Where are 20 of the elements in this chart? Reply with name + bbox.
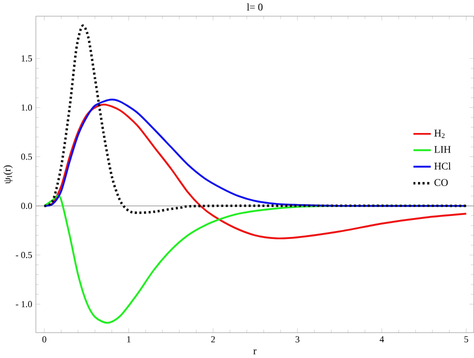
chart-title: l= 0 (246, 4, 263, 11)
y-tick-label: 1.5 (22, 56, 32, 62)
y-tick-label: 0.0 (21, 202, 32, 210)
x-tick-label: 2 (211, 336, 215, 343)
line-series (43, 24, 468, 214)
x-tick-label: 0 (42, 336, 46, 343)
legend-label: CO (434, 179, 448, 186)
x-tick-label: 1 (127, 336, 130, 342)
x-axis-title: r (253, 350, 256, 354)
y-tick-label: - 0.5 (16, 252, 32, 258)
legend-label: H$_{2}$ (434, 130, 445, 138)
x-tick-label: 5 (464, 336, 468, 343)
y-tick-label: - 1.0 (16, 301, 32, 308)
y-axis-title: ψ$_{l}$(r) (3, 166, 13, 184)
x-tick-label: 3 (296, 336, 300, 343)
y-tick-label: 1.0 (22, 104, 32, 111)
y-tick-label: 0.5 (21, 154, 32, 160)
legend-label: LIH (434, 146, 451, 153)
x-tick-label: 4 (380, 336, 384, 342)
legend-label: HCl (434, 162, 451, 170)
